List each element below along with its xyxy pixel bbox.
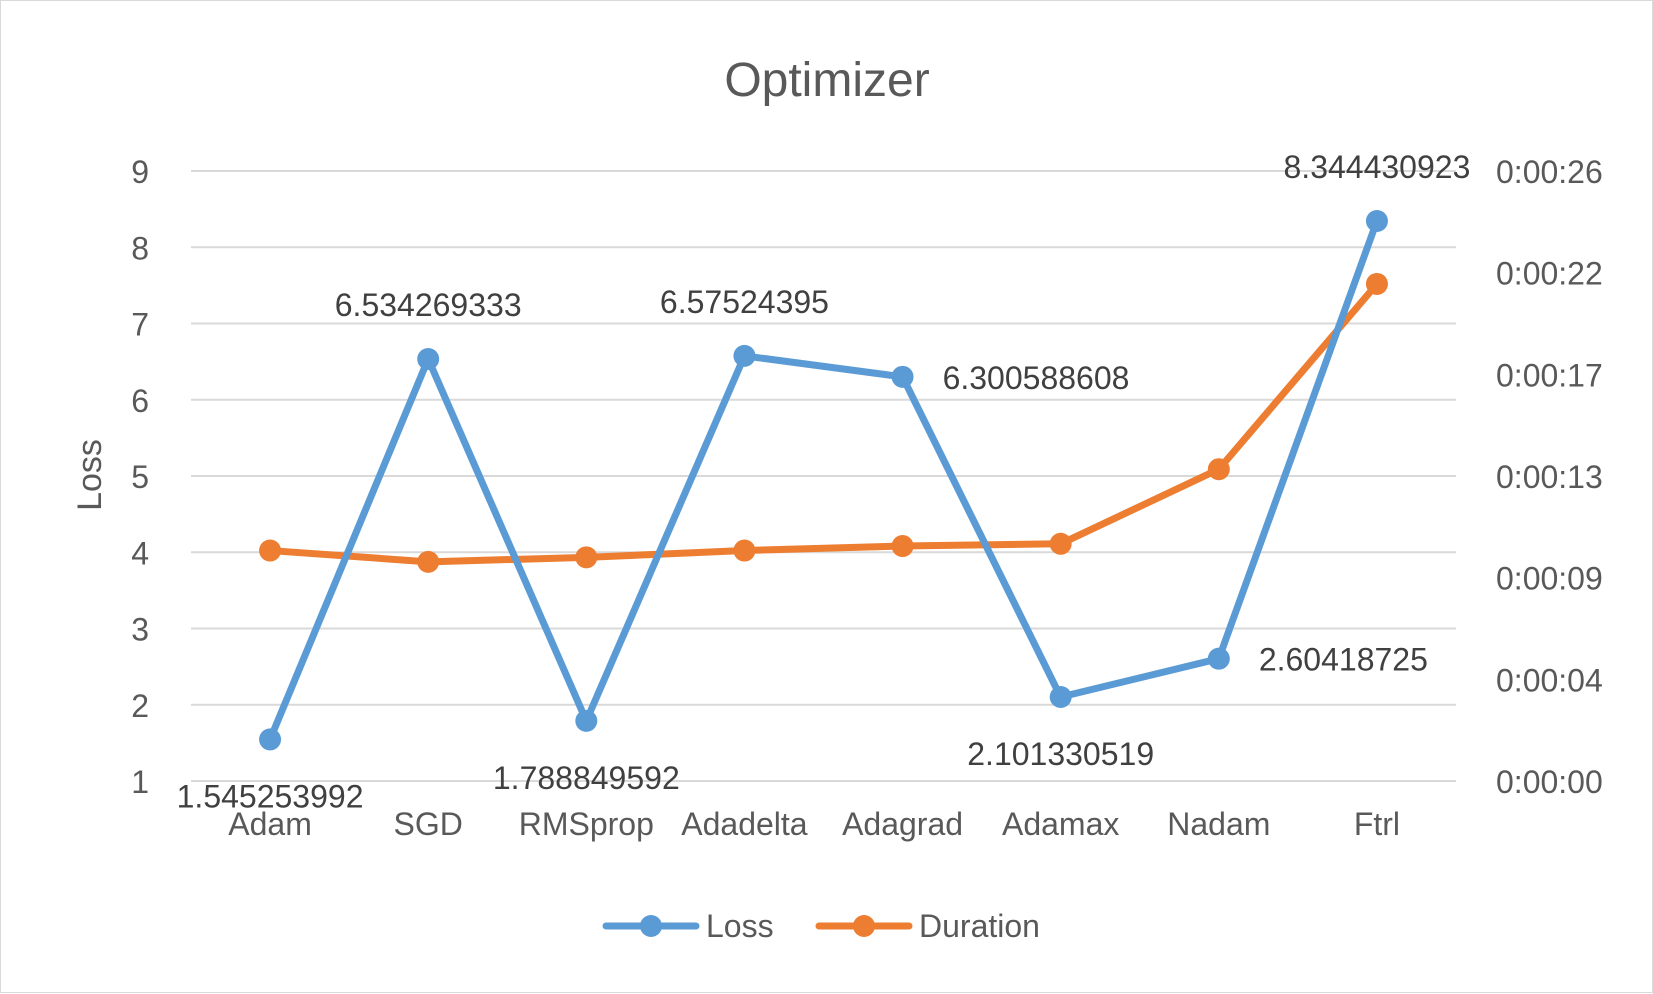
x-tick-label: Adagrad <box>842 806 963 842</box>
x-tick-label: Adadelta <box>681 806 808 842</box>
legend-marker <box>640 915 662 937</box>
loss-data-point[interactable] <box>1207 647 1230 670</box>
y-tick-label: 3 <box>131 612 149 648</box>
loss-data-label: 2.101330519 <box>967 736 1154 772</box>
duration-data-point[interactable] <box>1365 272 1388 295</box>
duration-data-point[interactable] <box>1207 458 1230 481</box>
loss-data-point[interactable] <box>1049 686 1072 709</box>
series-layer <box>259 209 1388 751</box>
legend-label: Loss <box>706 908 774 944</box>
x-tick-label: Nadam <box>1167 806 1270 842</box>
x-tick-label: RMSprop <box>519 806 654 842</box>
y2-tick-label: 0:00:09 <box>1496 561 1603 597</box>
y2-tick-label: 0:00:00 <box>1496 764 1603 800</box>
legend-label: Duration <box>919 908 1040 944</box>
data-labels: 1.545253992 6.534269333 1.788849592 6.57524… <box>177 149 1471 814</box>
y-tick-label: 4 <box>131 535 149 571</box>
loss-data-label: 6.300588608 <box>943 360 1130 396</box>
duration-data-point[interactable] <box>733 539 756 562</box>
loss-data-point[interactable] <box>733 344 756 367</box>
y-axis-title: Loss <box>71 439 109 511</box>
x-tick-label: Adamax <box>1002 806 1119 842</box>
left-axis-ticks: 1 2 3 4 5 6 7 8 9 <box>131 154 149 800</box>
y-tick-label: 9 <box>131 154 149 190</box>
y-tick-label: 2 <box>131 688 149 724</box>
y2-tick-label: 0:00:13 <box>1496 459 1603 495</box>
loss-data-label: 2.60418725 <box>1259 642 1428 678</box>
loss-data-label: 6.534269333 <box>335 287 522 323</box>
duration-data-point[interactable] <box>575 546 598 569</box>
x-tick-label: Adam <box>228 806 312 842</box>
y2-tick-label: 0:00:22 <box>1496 256 1603 292</box>
loss-data-point[interactable] <box>575 709 598 732</box>
y-tick-label: 8 <box>131 230 149 266</box>
loss-data-label: 8.344430923 <box>1284 149 1471 185</box>
y2-tick-label: 0:00:26 <box>1496 154 1603 190</box>
loss-data-label: 1.788849592 <box>493 760 680 796</box>
y-tick-label: 6 <box>131 383 149 419</box>
chart-title: Optimizer <box>724 54 929 107</box>
y-tick-label: 1 <box>131 764 149 800</box>
x-tick-label: SGD <box>394 806 463 842</box>
loss-data-point[interactable] <box>417 348 440 371</box>
right-axis-ticks: 0:00:00 0:00:04 0:00:09 0:00:13 0:00:17 0:00:… <box>1496 154 1603 800</box>
loss-data-label: 6.57524395 <box>660 284 829 320</box>
duration-data-point[interactable] <box>417 550 440 573</box>
x-tick-label: Ftrl <box>1354 806 1400 842</box>
y-tick-label: 5 <box>131 459 149 495</box>
y2-tick-label: 0:00:04 <box>1496 662 1603 698</box>
duration-data-point[interactable] <box>259 539 282 562</box>
duration-data-point[interactable] <box>1049 532 1072 555</box>
loss-data-point[interactable] <box>259 728 282 751</box>
loss-data-point[interactable] <box>1365 209 1388 232</box>
gridlines <box>191 170 1456 782</box>
legend-marker <box>853 915 875 937</box>
loss-data-point[interactable] <box>891 365 914 388</box>
loss-data-label: 1.545253992 <box>177 778 364 814</box>
legend-item[interactable]: Duration <box>815 908 1040 944</box>
loss-series-line <box>266 217 1381 743</box>
legend-item[interactable]: Loss <box>602 908 774 944</box>
category-axis-ticks: Adam SGD RMSprop Adadelta Adagrad Adamax Nadam… <box>228 806 1400 842</box>
y2-tick-label: 0:00:17 <box>1496 357 1603 393</box>
y-tick-label: 7 <box>131 307 149 343</box>
duration-data-point[interactable] <box>891 535 914 558</box>
legend[interactable]: Loss Duration <box>602 908 1040 944</box>
duration-series-line <box>266 280 1381 566</box>
